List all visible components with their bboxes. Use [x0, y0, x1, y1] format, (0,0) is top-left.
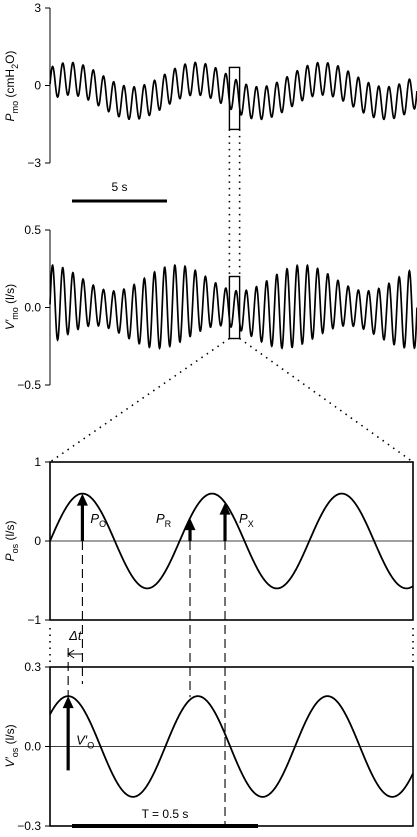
- vmo-y-tick-label: −0.5: [17, 378, 41, 392]
- pr-arrow-head: [184, 518, 196, 531]
- expand-connector-left: [49, 337, 230, 463]
- delta-t-label: Δt: [68, 628, 83, 643]
- po-label: PO: [90, 511, 106, 529]
- scale-bar-label: 5 s: [111, 180, 127, 194]
- pmo-y-tick-label: 0: [34, 79, 41, 93]
- pmo-series-line: [49, 61, 417, 121]
- pos-y-tick-label: 0: [34, 534, 41, 548]
- pmo-y-tick-label: 3: [34, 1, 41, 15]
- vo-arrow-head: [62, 696, 74, 709]
- po-arrow-head: [76, 493, 88, 506]
- px-label: PX: [239, 511, 254, 529]
- pos-y-tick-label: −1: [27, 613, 41, 627]
- vos-y-label: V′os (l/s): [3, 724, 20, 767]
- vmo-y-tick-label: 0.5: [24, 223, 41, 237]
- expand-connector-right: [239, 337, 414, 463]
- period-label: T = 0.5 s: [142, 807, 189, 821]
- px-arrow-head: [219, 502, 231, 515]
- vmo-zoom-box: [228, 275, 241, 340]
- vmo-y-tick-label: 0.0: [24, 301, 41, 315]
- vos-series-line: [49, 695, 414, 798]
- pos-y-label: Pos (l/s): [3, 521, 20, 562]
- pmo-y-label: Pmo (cmH2O): [3, 51, 20, 122]
- pos-y-tick-label: 1: [34, 455, 41, 469]
- pmo-zoom-box: [228, 66, 241, 131]
- pmo-y-tick-label: −3: [27, 156, 41, 170]
- vos-y-tick-label: 0.0: [24, 740, 41, 754]
- vo-label: V′O: [76, 733, 94, 751]
- vos-y-tick-label: 0.3: [24, 660, 41, 674]
- vos-y-tick-label: −0.3: [17, 819, 41, 833]
- delta-t-arrowhead: [67, 649, 75, 659]
- pr-label: PR: [156, 511, 172, 529]
- vmo-series-line: [49, 263, 417, 351]
- pos-series-line: [49, 492, 414, 590]
- vmo-y-label: V′mo (l/s): [3, 284, 20, 330]
